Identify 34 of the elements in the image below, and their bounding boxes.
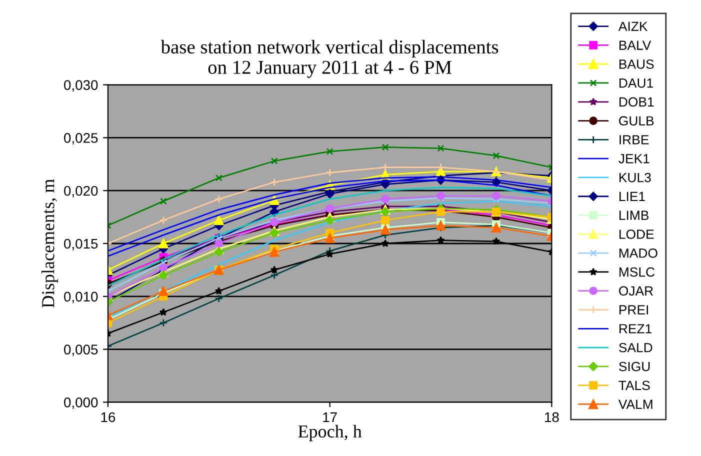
y-tick-label: 0,015 [64,238,98,250]
legend-label: JEK1 [618,154,650,164]
x-axis-title: Epoch, h [298,424,362,442]
legend-label: BALV [619,40,652,50]
legend-label: GULB [619,116,654,126]
legend-label: PREI [619,305,648,314]
legend-label: MADO [619,248,658,258]
y-axis-title: Displacements, m [42,179,58,308]
y-tick-label: 0,025 [64,133,98,145]
legend-label: OJAR [619,286,653,296]
legend-label: DOB1 [619,97,654,107]
y-tick-label: 0,010 [64,292,98,304]
legend-label: LIMB [619,210,648,220]
legend-label: BAUS [619,59,654,69]
y-tick-label: 0,030 [64,80,98,92]
legend-label: AIZK [618,22,648,31]
y-tick-label: 0,020 [64,186,98,198]
legend-label: SIGU [619,362,650,372]
y-tick-label: 0,005 [64,344,98,356]
y-tick-label: 0,000 [64,398,98,409]
x-tick-label: 17 [323,412,337,422]
legend-label: IRBE [620,135,649,144]
legend-label: TALS [618,380,650,390]
legend-label: SALD [619,342,652,352]
chart-title: base station network vertical displacements on 12 January 2011 at 4 - 6 PM [160,40,498,78]
legend-label: LIE1 [619,192,645,201]
legend-label: KUL3 [619,172,651,182]
legend-label: REZ1 [619,324,652,334]
legend-label: MSLC [619,267,655,277]
x-tick-label: 16 [101,412,116,422]
legend-label: VALM [618,400,652,409]
x-tick-label: 18 [545,412,559,422]
legend-label: DAU1 [619,78,653,88]
legend-label: LODE [619,230,654,239]
